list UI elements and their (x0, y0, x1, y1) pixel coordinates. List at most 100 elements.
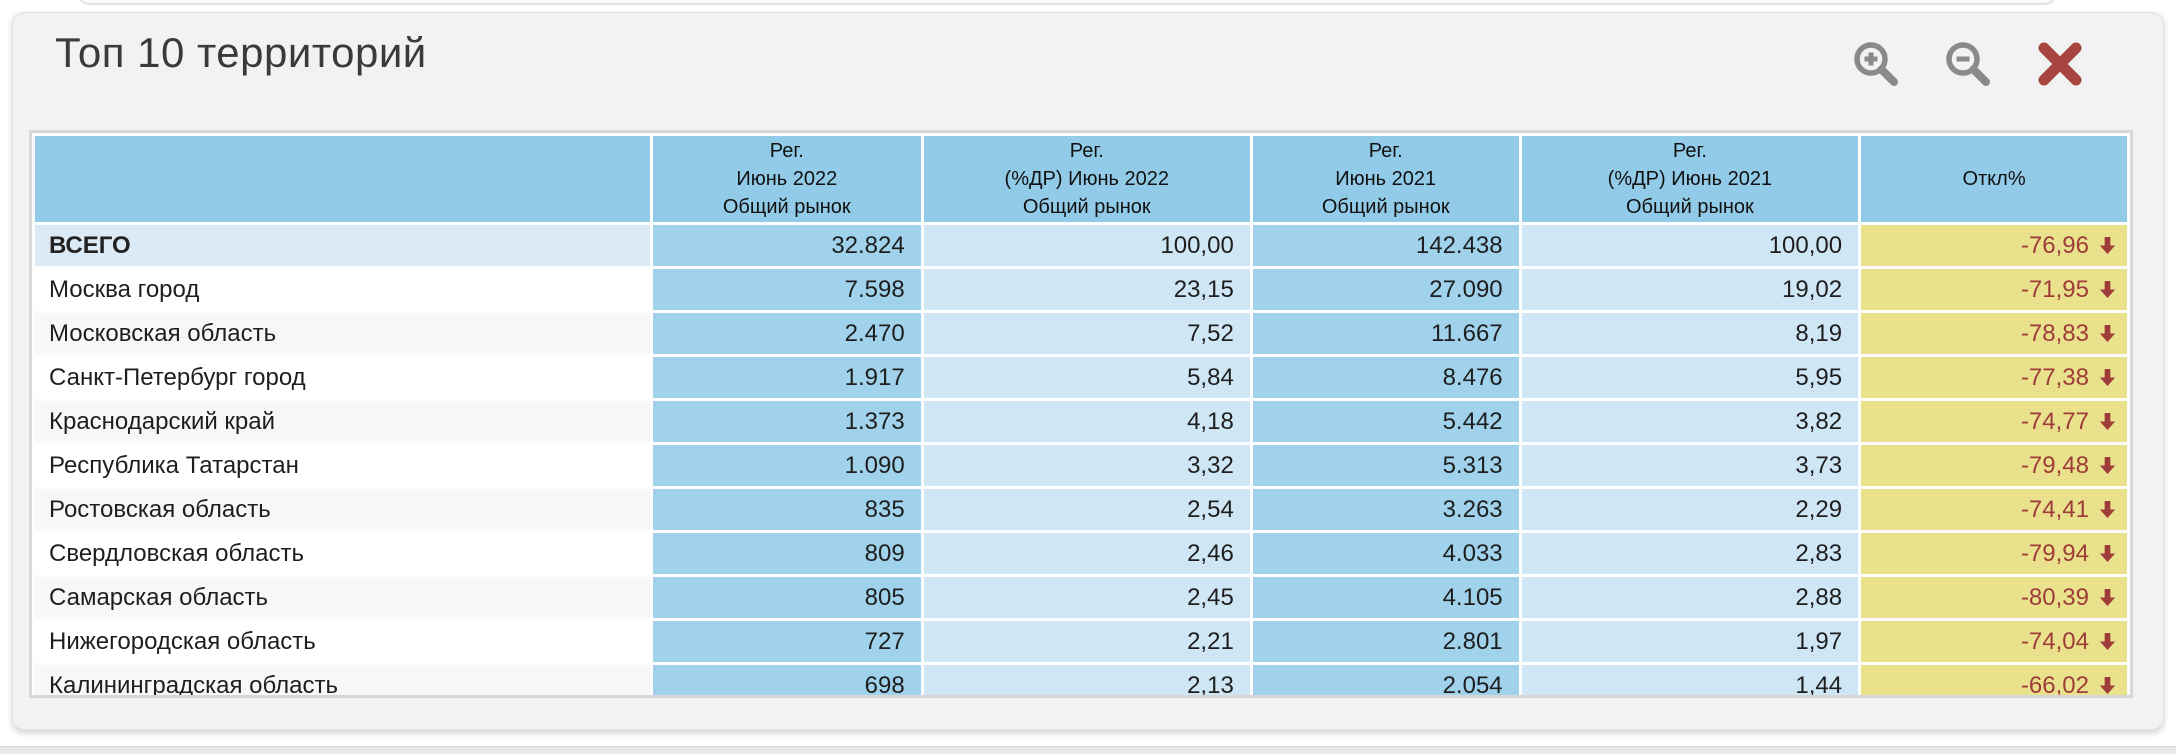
value-cell: 4.105 (1252, 577, 1519, 618)
zoom-out-icon (1946, 42, 1990, 86)
value-cell: 698 (652, 665, 921, 695)
value-cell: 1,44 (1521, 665, 1859, 695)
deviation-cell: -76,96 (1861, 225, 2127, 266)
value-cell: 809 (652, 533, 921, 574)
down-arrow-icon (2099, 456, 2116, 474)
table-row[interactable]: Краснодарский край 1.373 4,18 5.442 3,82 -74,… (35, 401, 2127, 442)
value-cell: 100,00 (1521, 225, 1859, 266)
value-cell: 19,02 (1521, 269, 1859, 310)
down-arrow-icon (2099, 412, 2116, 430)
deviation-cell: -74,77 (1861, 401, 2127, 442)
panel-toolbar (1849, 37, 2087, 91)
territory-cell: Москва город (35, 269, 650, 310)
down-arrow-icon (2099, 236, 2116, 254)
deviation-value: -74,77 (2020, 407, 2089, 435)
value-cell: 2.801 (1252, 621, 1519, 662)
panel-title: Топ 10 территорий (55, 29, 427, 76)
value-cell: 7.598 (652, 269, 921, 310)
territory-cell: Московская область (35, 313, 650, 354)
deviation-cell: -74,04 (1861, 621, 2127, 662)
deviation-value: -66,02 (2020, 671, 2089, 698)
value-cell: 4,18 (923, 401, 1250, 442)
close-button[interactable] (2033, 37, 2087, 91)
territories-table: Рег. Июнь 2022 Общий рынок Рег. (%ДР) Июнь 2… (32, 133, 2130, 698)
column-header-5: Откл% (1861, 136, 2127, 222)
adjacent-card-bottom-edge (76, 0, 2058, 5)
value-cell: 2.470 (652, 313, 921, 354)
value-cell: 3,32 (923, 445, 1250, 486)
deviation-cell: -80,39 (1861, 577, 2127, 618)
deviation-cell: -77,38 (1861, 357, 2127, 398)
value-cell: 3,73 (1521, 445, 1859, 486)
value-cell: 32.824 (652, 225, 921, 266)
value-cell: 2,46 (923, 533, 1250, 574)
table-row[interactable]: Московская область 2.470 7,52 11.667 8,19 -78… (35, 313, 2127, 354)
table-row[interactable]: Нижегородская область 727 2,21 2.801 1,97 -74… (35, 621, 2127, 662)
value-cell: 100,00 (923, 225, 1250, 266)
down-arrow-icon (2099, 632, 2116, 650)
table-row[interactable]: Калининградская область 698 2,13 2.054 1,44 -… (35, 665, 2127, 698)
territory-cell: Самарская область (35, 577, 650, 618)
value-cell: 3.263 (1252, 489, 1519, 530)
zoom-out-button[interactable] (1941, 37, 1995, 91)
down-arrow-icon (2099, 588, 2116, 606)
territory-cell: Нижегородская область (35, 621, 650, 662)
deviation-cell: -66,02 (1861, 665, 2127, 698)
value-cell: 2,29 (1521, 489, 1859, 530)
deviation-value: -74,04 (2020, 627, 2089, 655)
deviation-cell: -79,48 (1861, 445, 2127, 486)
territory-cell: Ростовская область (35, 489, 650, 530)
deviation-value: -78,83 (2020, 319, 2089, 347)
table-row[interactable]: Москва город 7.598 23,15 27.090 19,02 -71,95 (35, 269, 2127, 310)
deviation-value: -80,39 (2020, 583, 2089, 611)
value-cell: 8,19 (1521, 313, 1859, 354)
value-cell: 1.373 (652, 401, 921, 442)
deviation-value: -76,96 (2020, 231, 2089, 259)
deviation-value: -74,41 (2020, 495, 2089, 523)
table-row[interactable]: ВСЕГО 32.824 100,00 142.438 100,00 -76,96 (35, 225, 2127, 266)
close-icon (2038, 42, 2082, 86)
value-cell: 5.442 (1252, 401, 1519, 442)
territory-cell: Калининградская область (35, 665, 650, 695)
header-row: Рег. Июнь 2022 Общий рынок Рег. (%ДР) Июнь 2… (35, 136, 2127, 222)
value-cell: 5.313 (1252, 445, 1519, 486)
territory-column-header (35, 136, 650, 222)
value-cell: 27.090 (1252, 269, 1519, 310)
value-cell: 2,88 (1521, 577, 1859, 618)
value-cell: 3,82 (1521, 401, 1859, 442)
down-arrow-icon (2099, 280, 2116, 298)
deviation-value: -71,95 (2020, 275, 2089, 303)
deviation-value: -79,94 (2020, 539, 2089, 567)
value-cell: 1.917 (652, 357, 921, 398)
zoom-in-icon (1854, 42, 1898, 86)
value-cell: 2,45 (923, 577, 1250, 618)
value-cell: 142.438 (1252, 225, 1519, 266)
value-cell: 7,52 (923, 313, 1250, 354)
territory-cell: Свердловская область (35, 533, 650, 574)
value-cell: 727 (652, 621, 921, 662)
table-row[interactable]: Ростовская область 835 2,54 3.263 2,29 -74,41 (35, 489, 2127, 530)
value-cell: 1,97 (1521, 621, 1859, 662)
deviation-cell: -71,95 (1861, 269, 2127, 310)
value-cell: 2,21 (923, 621, 1250, 662)
value-cell: 5,84 (923, 357, 1250, 398)
table-row[interactable]: Свердловская область 809 2,46 4.033 2,83 -79,… (35, 533, 2127, 574)
table-row[interactable]: Самарская область 805 2,45 4.105 2,88 -80,39 (35, 577, 2127, 618)
table-row[interactable]: Санкт-Петербург город 1.917 5,84 8.476 5,95 -… (35, 357, 2127, 398)
column-header-2: Рег. (%ДР) Июнь 2022 Общий рынок (923, 136, 1250, 222)
deviation-cell: -79,94 (1861, 533, 2127, 574)
value-cell: 2,54 (923, 489, 1250, 530)
table-container: Рег. Июнь 2022 Общий рынок Рег. (%ДР) Июнь 2… (29, 130, 2133, 698)
column-header-3: Рег. Июнь 2021 Общий рынок (1252, 136, 1519, 222)
value-cell: 4.033 (1252, 533, 1519, 574)
value-cell: 805 (652, 577, 921, 618)
territory-cell: ВСЕГО (35, 225, 650, 266)
zoom-in-button[interactable] (1849, 37, 1903, 91)
territory-cell: Республика Татарстан (35, 445, 650, 486)
value-cell: 1.090 (652, 445, 921, 486)
deviation-cell: -74,41 (1861, 489, 2127, 530)
table-row[interactable]: Республика Татарстан 1.090 3,32 5.313 3,73 -7… (35, 445, 2127, 486)
territory-cell: Краснодарский край (35, 401, 650, 442)
value-cell: 5,95 (1521, 357, 1859, 398)
deviation-value: -77,38 (2020, 363, 2089, 391)
